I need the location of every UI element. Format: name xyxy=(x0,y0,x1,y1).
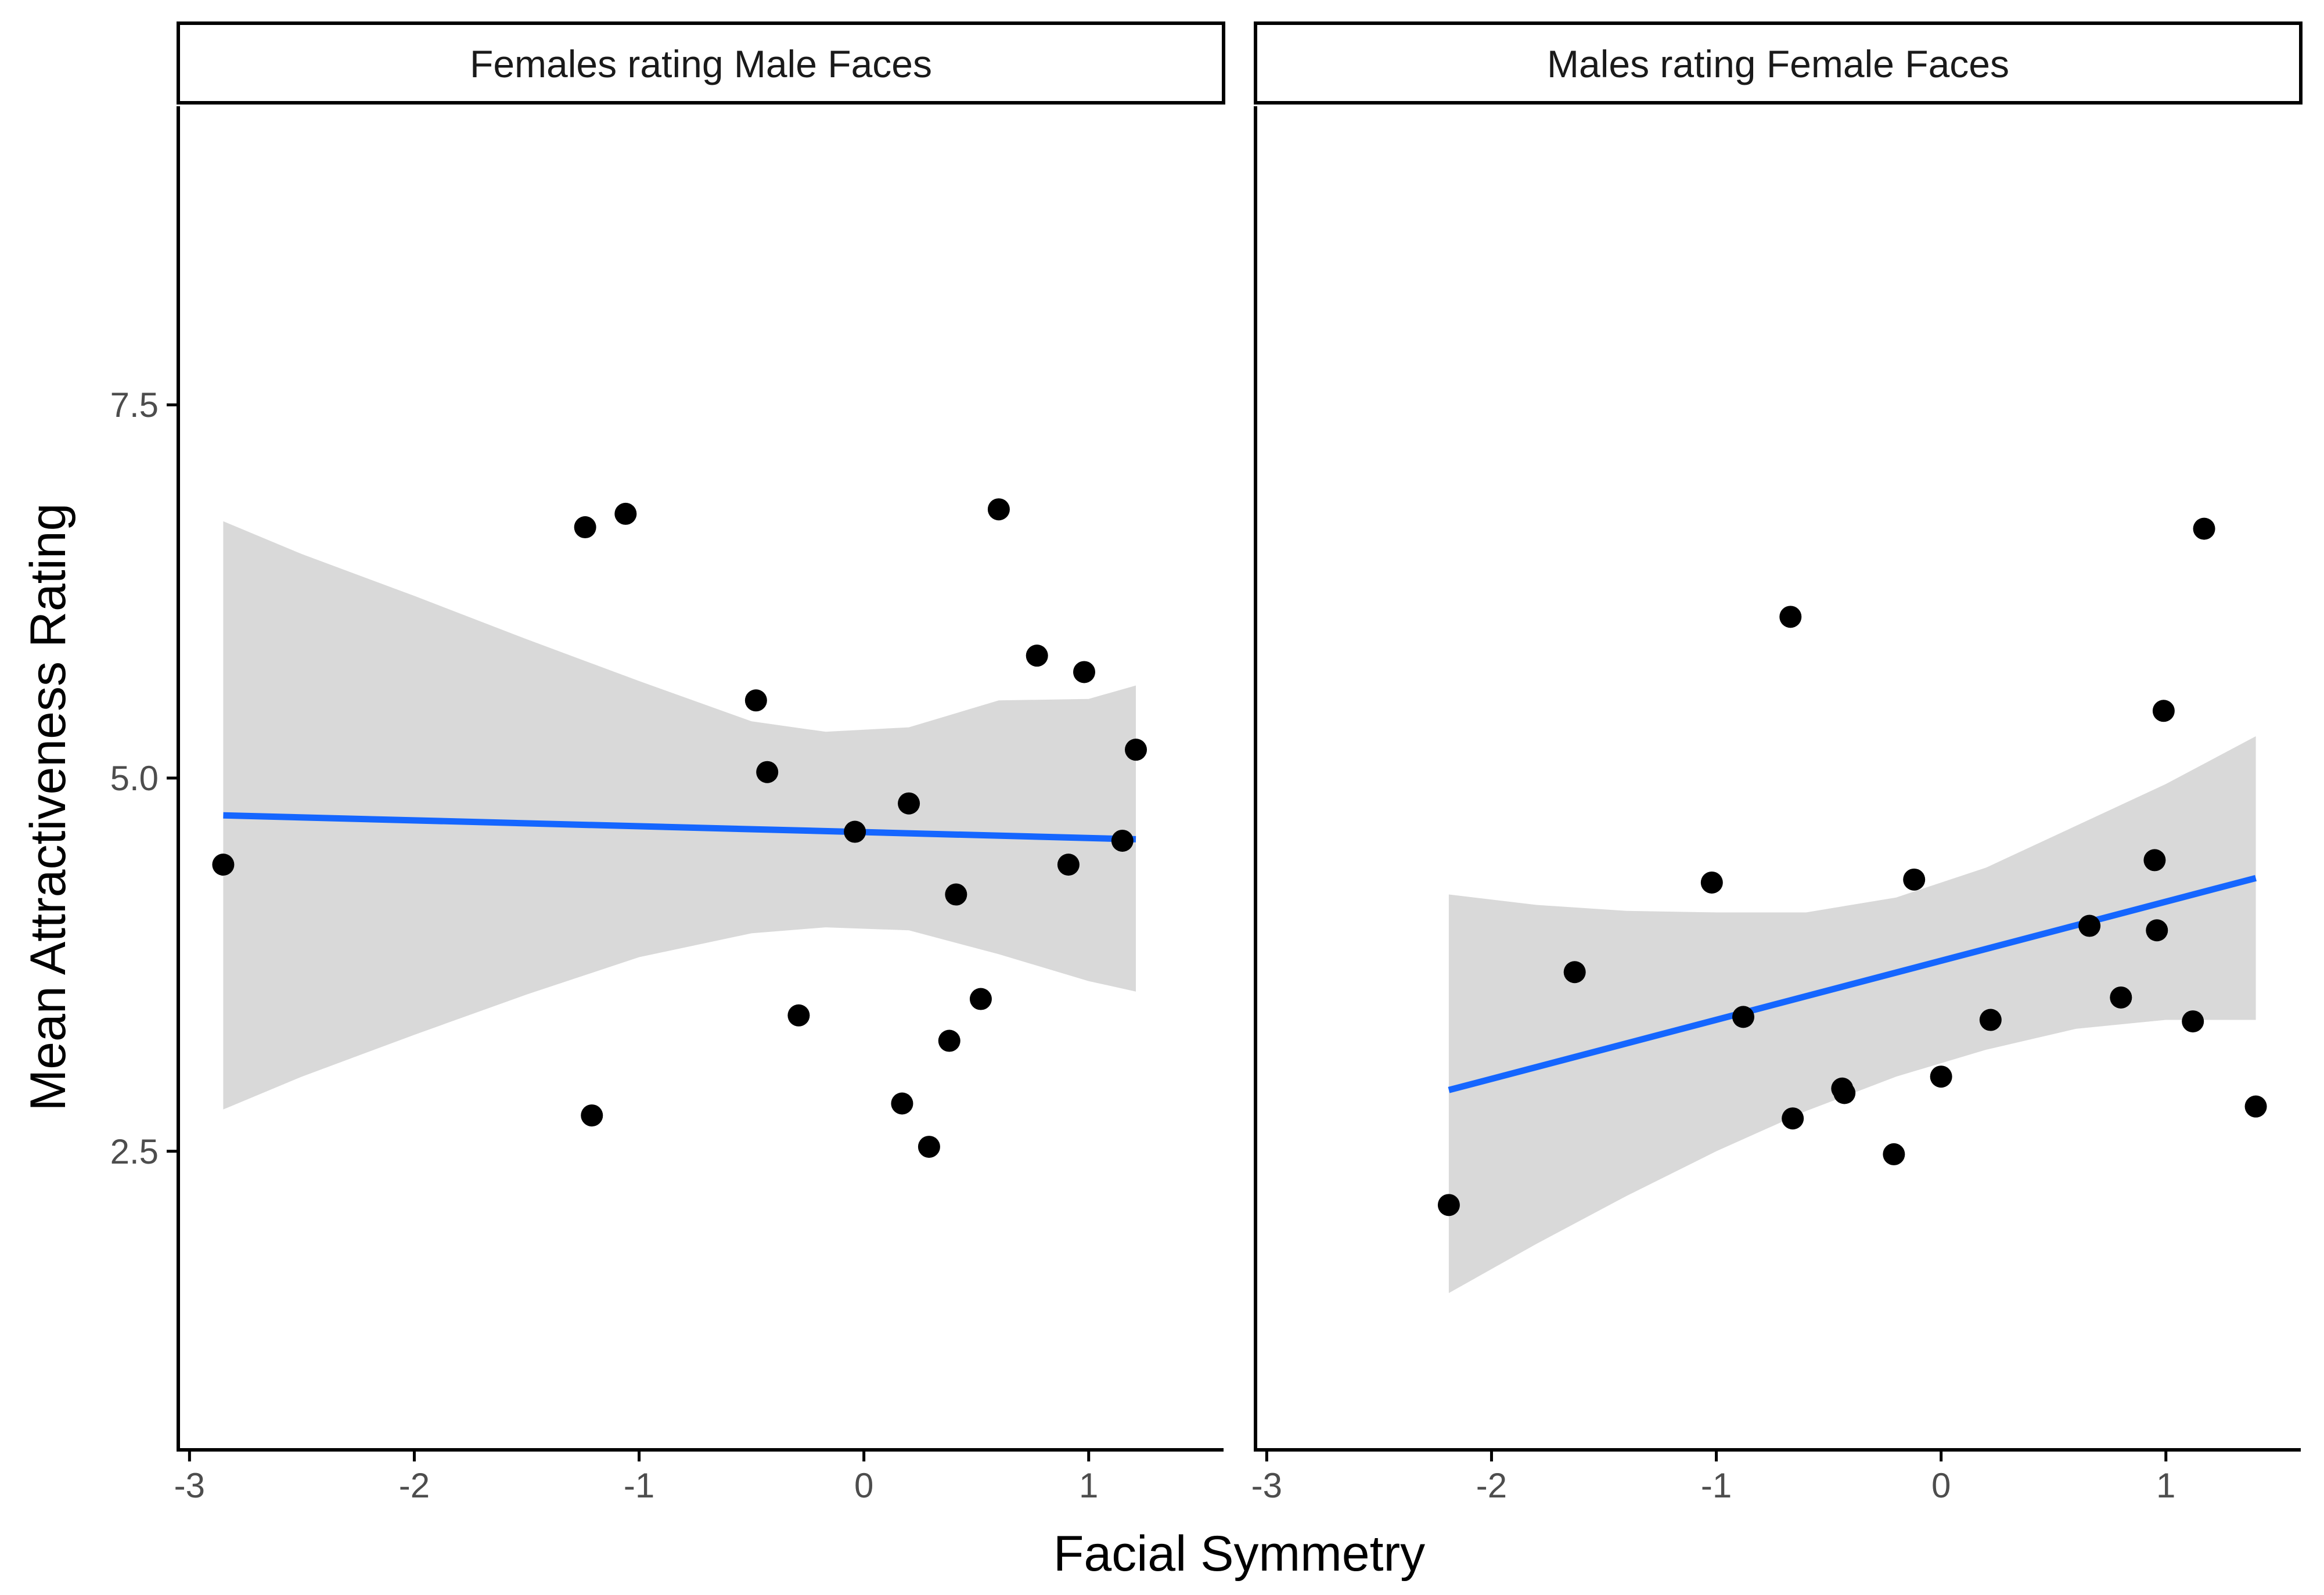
x-tick-label: -3 xyxy=(174,1466,205,1505)
data-point xyxy=(2193,517,2215,540)
data-point xyxy=(2110,986,2132,1009)
data-point xyxy=(844,820,866,843)
data-point xyxy=(1437,1194,1460,1216)
data-point xyxy=(1125,739,1147,761)
data-points-group xyxy=(1437,517,2267,1216)
confidence-ribbon xyxy=(1448,736,2256,1293)
data-point xyxy=(1782,1107,1804,1130)
data-point xyxy=(987,498,1010,521)
data-point xyxy=(938,1029,960,1052)
data-point xyxy=(2143,849,2166,872)
x-tick-label: 0 xyxy=(1931,1466,1951,1505)
confidence-ribbon-group xyxy=(223,521,1136,1110)
data-point xyxy=(945,883,967,906)
data-point xyxy=(1073,661,1095,683)
panel-strip-box xyxy=(177,21,1225,105)
data-point xyxy=(1833,1082,1856,1104)
data-point xyxy=(2182,1010,2204,1033)
panel-title: Females rating Male Faces xyxy=(470,42,932,85)
x-tick-label: -2 xyxy=(399,1466,430,1505)
data-point xyxy=(1930,1065,1952,1088)
regression-line-group xyxy=(223,812,1136,842)
data-point xyxy=(898,792,920,815)
data-point xyxy=(1883,1143,1905,1165)
data-point xyxy=(969,988,992,1010)
data-point xyxy=(1563,961,1586,984)
data-point xyxy=(1903,868,1926,891)
confidence-ribbon-group xyxy=(1448,736,2256,1293)
data-point xyxy=(2078,914,2101,937)
data-point xyxy=(756,761,779,783)
data-point xyxy=(581,1104,603,1127)
data-point xyxy=(787,1004,810,1027)
x-tick-label: -3 xyxy=(1251,1466,1282,1505)
regression-line-group xyxy=(1448,874,2257,1093)
x-tick-label: 1 xyxy=(1079,1466,1098,1505)
data-point xyxy=(1700,871,1723,894)
data-point xyxy=(1732,1006,1754,1028)
data-point xyxy=(1979,1009,2002,1031)
data-point xyxy=(212,854,235,876)
data-point xyxy=(1057,854,1080,876)
x-tick-label: 0 xyxy=(854,1466,873,1505)
data-point xyxy=(2152,700,2175,722)
regression-line xyxy=(223,812,1136,842)
regression-line xyxy=(1448,874,2257,1093)
data-point xyxy=(891,1092,913,1115)
confidence-ribbon xyxy=(223,521,1136,1110)
data-point xyxy=(1026,645,1048,667)
y-axis-title: Mean Attractiveness Rating xyxy=(20,503,76,1111)
data-point xyxy=(2146,919,2168,942)
panel-title: Males rating Female Faces xyxy=(1547,42,2009,85)
y-tick-label: 5.0 xyxy=(110,759,159,798)
panel-females-rating-male-faces: Females rating Male Faces -3 -2 -1 0 1 2.5 5.0… xyxy=(110,21,1225,1505)
data-point xyxy=(1111,829,1134,852)
x-axis-title: Facial Symmetry xyxy=(1053,1526,1425,1582)
data-point xyxy=(918,1136,940,1158)
data-point xyxy=(744,689,767,712)
data-point xyxy=(614,502,637,525)
panel-males-rating-female-faces: Males rating Female Faces -3 -2 -1 0 1 xyxy=(1251,21,2303,1505)
axes-group: -3 -2 -1 0 1 xyxy=(1251,106,2301,1505)
x-tick-label: -2 xyxy=(1476,1466,1507,1505)
y-tick-label: 7.5 xyxy=(110,386,159,424)
data-points-group xyxy=(212,498,1147,1158)
y-tick-label: 2.5 xyxy=(110,1132,159,1171)
x-tick-label: -1 xyxy=(1701,1466,1732,1505)
panel-strip-box xyxy=(1254,21,2303,105)
data-point xyxy=(574,516,596,539)
data-point xyxy=(1779,606,1802,628)
x-tick-label: -1 xyxy=(624,1466,654,1505)
data-point xyxy=(2244,1095,2267,1118)
x-tick-label: 1 xyxy=(2156,1466,2175,1505)
axes-group: -3 -2 -1 0 1 2.5 5.0 7.5 xyxy=(110,106,1224,1505)
